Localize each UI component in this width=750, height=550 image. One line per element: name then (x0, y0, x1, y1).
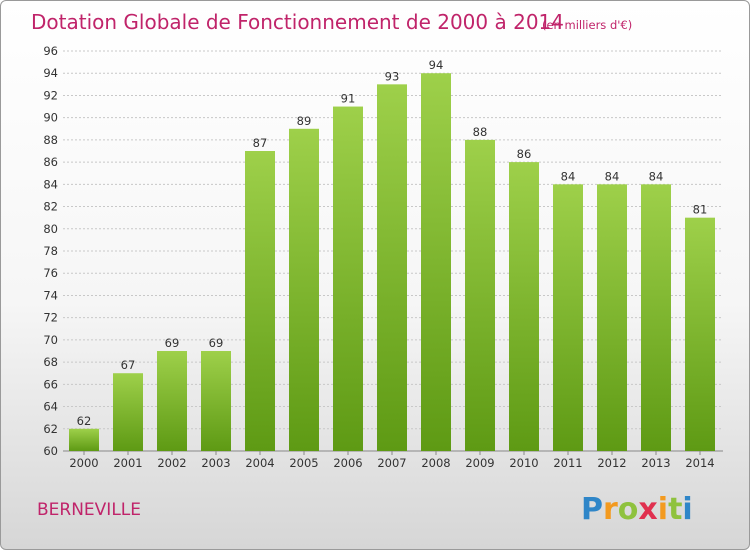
x-tick-label: 2002 (157, 456, 186, 470)
data-label: 91 (341, 92, 356, 106)
data-label: 67 (121, 358, 136, 372)
x-tick-label: 2009 (465, 456, 494, 470)
bar (245, 151, 275, 451)
x-axis: 2000 2001 2002 2003 2004 2005 2006 2007 2008 2009… (69, 451, 715, 470)
y-tick-label: 80 (43, 222, 58, 236)
y-tick-label: 68 (43, 355, 58, 369)
bar (641, 184, 671, 452)
y-tick-label: 74 (43, 288, 58, 302)
chart-title: Dotation Globale de Fonctionnement de 20… (31, 10, 564, 34)
commune-name: BERNEVILLE (37, 500, 141, 520)
x-tick-label: 2005 (289, 456, 318, 470)
y-tick-label: 96 (43, 44, 58, 58)
y-tick-label: 66 (43, 377, 58, 391)
bar (421, 73, 451, 451)
bar (113, 373, 143, 451)
y-tick-label: 78 (43, 244, 58, 258)
data-label: 88 (473, 125, 488, 139)
data-labels: 62 67 69 69 87 89 91 93 94 88 86 84 84 84 81 (77, 58, 708, 428)
data-label: 62 (77, 414, 92, 428)
y-tick-label: 82 (43, 200, 58, 214)
x-tick-label: 2012 (597, 456, 626, 470)
y-tick-label: 64 (43, 400, 58, 414)
logo-letter: x (638, 492, 657, 527)
data-label: 87 (253, 136, 268, 150)
bar (333, 106, 363, 452)
y-tick-label: 90 (43, 111, 58, 125)
y-tick-label: 70 (43, 333, 58, 347)
bar (597, 184, 627, 452)
bar (157, 351, 187, 451)
data-label: 81 (693, 203, 708, 217)
y-tick-label: 94 (43, 66, 58, 80)
x-tick-label: 2001 (113, 456, 142, 470)
bar (509, 162, 539, 451)
x-tick-label: 2014 (685, 456, 714, 470)
data-label: 84 (561, 169, 576, 183)
bar (685, 217, 715, 451)
chart-unit: (en milliers d'€) (542, 18, 632, 32)
bar (289, 128, 319, 451)
x-tick-label: 2013 (641, 456, 670, 470)
proxiti-logo: Proxiti (581, 492, 693, 527)
y-tick-label: 60 (43, 444, 58, 458)
logo-letter: i (682, 492, 692, 527)
data-label: 89 (297, 114, 312, 128)
y-tick-label: 76 (43, 266, 58, 280)
bar (377, 84, 407, 451)
y-tick-label: 86 (43, 155, 58, 169)
logo-letter: P (581, 492, 603, 527)
x-tick-label: 2011 (553, 456, 582, 470)
x-tick-label: 2000 (69, 456, 98, 470)
data-label: 69 (165, 336, 180, 350)
bar (201, 351, 231, 451)
bar (465, 139, 495, 451)
y-tick-label: 62 (43, 422, 58, 436)
y-tick-label: 92 (43, 88, 58, 102)
x-tick-label: 2003 (201, 456, 230, 470)
y-tick-label: 88 (43, 133, 58, 147)
y-axis: 60 62 64 66 68 70 72 74 76 78 80 82 84 86 88 90 92 94 96 (43, 44, 58, 458)
bars (69, 73, 715, 452)
y-tick-label: 84 (43, 177, 58, 191)
logo-letter: i (658, 492, 668, 527)
x-tick-label: 2004 (245, 456, 274, 470)
bar (553, 184, 583, 452)
data-label: 69 (209, 336, 224, 350)
logo-letter: o (618, 492, 639, 527)
data-label: 84 (605, 169, 620, 183)
data-label: 84 (649, 169, 664, 183)
x-tick-label: 2010 (509, 456, 538, 470)
x-tick-label: 2006 (333, 456, 362, 470)
bar (69, 428, 99, 451)
data-label: 93 (385, 69, 400, 83)
y-tick-label: 72 (43, 311, 58, 325)
x-tick-label: 2008 (421, 456, 450, 470)
data-label: 94 (429, 58, 444, 72)
x-tick-label: 2007 (377, 456, 406, 470)
logo-letter: t (668, 492, 682, 527)
data-label: 86 (517, 147, 532, 161)
logo-letter: r (603, 492, 618, 527)
